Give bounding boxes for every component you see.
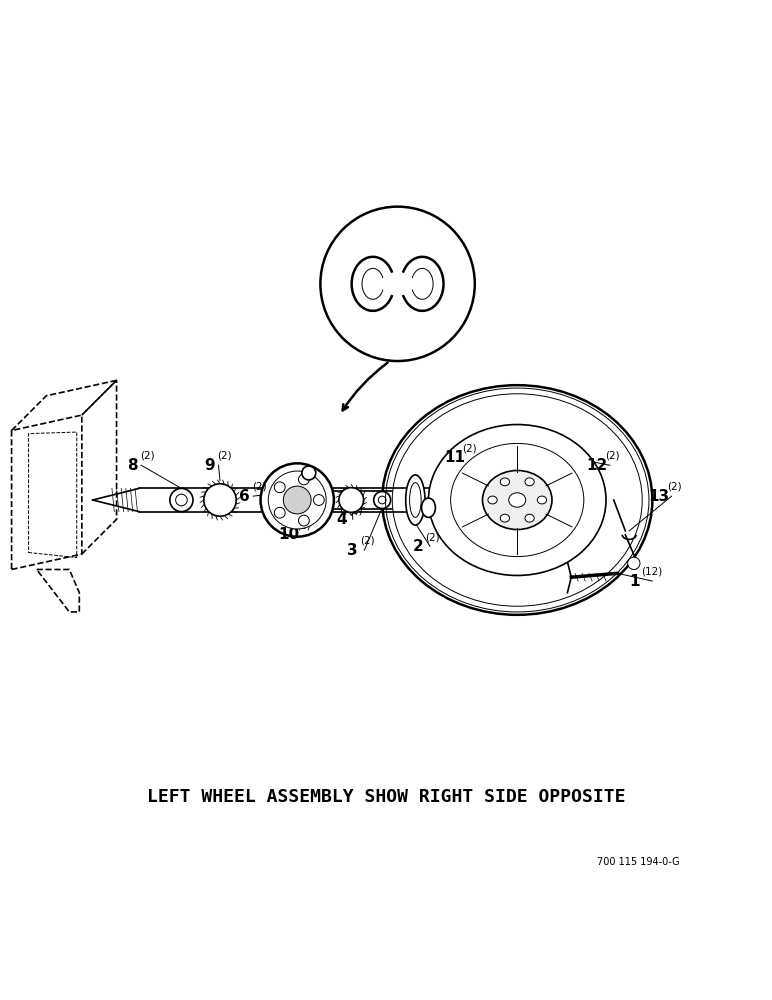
Ellipse shape — [525, 514, 534, 522]
Ellipse shape — [482, 470, 552, 530]
Ellipse shape — [260, 463, 334, 537]
Text: (2): (2) — [425, 532, 440, 542]
Text: (2): (2) — [296, 520, 311, 530]
Circle shape — [313, 495, 324, 505]
Text: 12: 12 — [587, 458, 608, 473]
Ellipse shape — [428, 425, 606, 575]
Text: (2): (2) — [667, 482, 682, 492]
Text: (2): (2) — [348, 505, 363, 515]
Circle shape — [274, 507, 285, 518]
Ellipse shape — [451, 443, 584, 557]
Ellipse shape — [382, 385, 652, 615]
Text: 4: 4 — [336, 512, 347, 527]
Ellipse shape — [268, 479, 310, 521]
Ellipse shape — [409, 483, 422, 517]
Ellipse shape — [339, 488, 364, 512]
Text: (2): (2) — [140, 451, 154, 461]
Circle shape — [283, 486, 311, 514]
Circle shape — [628, 557, 640, 569]
Ellipse shape — [500, 478, 510, 486]
Text: (2): (2) — [449, 273, 463, 283]
Ellipse shape — [500, 514, 510, 522]
Text: 3: 3 — [347, 543, 358, 558]
Ellipse shape — [509, 493, 526, 507]
Ellipse shape — [175, 494, 187, 506]
Ellipse shape — [378, 496, 386, 504]
Text: (2): (2) — [605, 451, 620, 461]
Ellipse shape — [302, 466, 316, 480]
Ellipse shape — [274, 485, 305, 515]
Ellipse shape — [406, 475, 425, 525]
Text: 700 115 194-0-G: 700 115 194-0-G — [597, 857, 679, 867]
Text: 9: 9 — [205, 458, 215, 473]
Text: 10: 10 — [278, 527, 299, 542]
Circle shape — [299, 515, 310, 526]
Text: 1: 1 — [629, 574, 640, 589]
Ellipse shape — [269, 471, 326, 529]
Text: 7: 7 — [405, 257, 416, 272]
Ellipse shape — [374, 492, 391, 508]
Text: (2): (2) — [217, 451, 232, 461]
Ellipse shape — [170, 488, 193, 512]
Text: 2: 2 — [413, 539, 424, 554]
Ellipse shape — [525, 478, 534, 486]
Ellipse shape — [422, 498, 435, 517]
Text: (2): (2) — [252, 482, 266, 492]
Ellipse shape — [392, 394, 642, 606]
Text: 13: 13 — [648, 489, 669, 504]
Text: 5: 5 — [436, 280, 447, 295]
Circle shape — [274, 482, 285, 493]
Text: (12): (12) — [642, 567, 663, 577]
Text: (2): (2) — [360, 536, 374, 546]
Text: (2): (2) — [418, 250, 432, 260]
Circle shape — [320, 207, 475, 361]
Text: LEFT WHEEL ASSEMBLY SHOW RIGHT SIDE OPPOSITE: LEFT WHEEL ASSEMBLY SHOW RIGHT SIDE OPPO… — [147, 788, 625, 806]
Text: 11: 11 — [444, 450, 465, 465]
Circle shape — [299, 474, 310, 485]
Ellipse shape — [537, 496, 547, 504]
Text: 8: 8 — [127, 458, 138, 473]
Text: (2): (2) — [462, 443, 477, 453]
Ellipse shape — [488, 496, 497, 504]
Text: 6: 6 — [239, 489, 250, 504]
Ellipse shape — [204, 484, 236, 516]
